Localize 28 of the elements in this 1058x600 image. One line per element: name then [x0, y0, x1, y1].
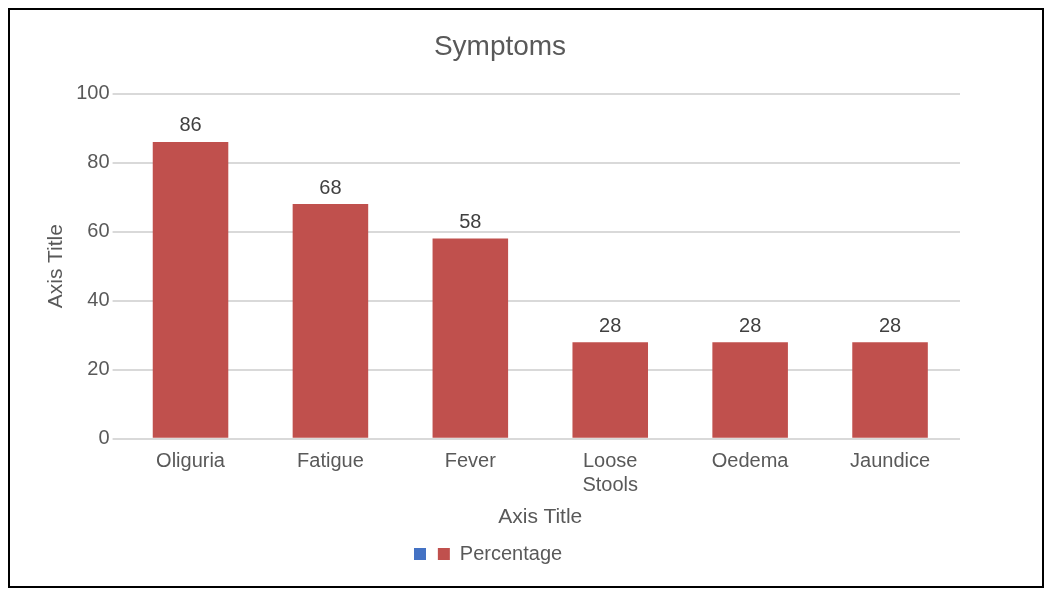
data-label: 28 [878, 313, 902, 336]
legend-label: Percentage [459, 541, 563, 564]
x-tick-label: Jaundice [850, 449, 931, 472]
y-tick-label: 100 [76, 81, 110, 104]
data-label: 58 [459, 210, 482, 233]
y-tick-label: 20 [87, 357, 110, 380]
x-axis-title: Axis Title [498, 504, 583, 528]
x-tick-label: Fever [444, 449, 497, 472]
x-tick-label: Fatigue [297, 449, 364, 472]
y-tick-label: 80 [87, 150, 110, 173]
y-tick-label: 0 [98, 426, 110, 449]
bar [852, 342, 928, 438]
x-tick-label: Loose Stools [582, 449, 639, 496]
bar [572, 342, 649, 438]
y-tick-label: 40 [87, 288, 110, 311]
data-label: 86 [179, 113, 202, 136]
data-label: 28 [599, 313, 622, 336]
bar [432, 238, 509, 438]
x-tick-label: Oedema [711, 449, 790, 472]
data-label: 68 [319, 175, 342, 198]
y-axis-title: Axis Title [43, 224, 67, 309]
data-label: 28 [739, 313, 762, 336]
bar [152, 141, 229, 438]
y-tick-label: 60 [87, 219, 110, 242]
bar [292, 204, 369, 438]
chart-title: Symptoms [433, 29, 567, 61]
x-tick-label: Oliguria [156, 449, 226, 472]
bar [712, 342, 788, 438]
